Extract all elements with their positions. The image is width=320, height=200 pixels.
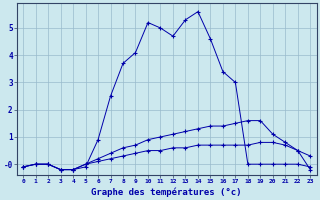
X-axis label: Graphe des températures (°c): Graphe des températures (°c) xyxy=(92,187,242,197)
